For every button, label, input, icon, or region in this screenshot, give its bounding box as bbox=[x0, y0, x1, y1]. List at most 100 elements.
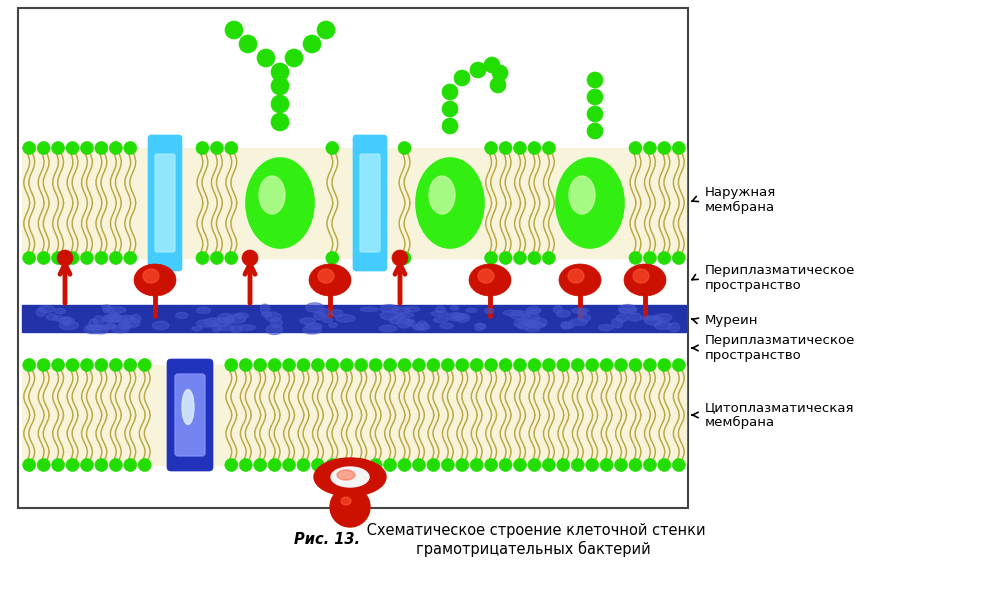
Circle shape bbox=[124, 458, 137, 471]
Ellipse shape bbox=[474, 323, 484, 330]
Ellipse shape bbox=[305, 323, 321, 329]
Ellipse shape bbox=[104, 315, 121, 323]
FancyBboxPatch shape bbox=[175, 374, 205, 456]
Ellipse shape bbox=[175, 313, 188, 318]
Circle shape bbox=[257, 49, 275, 67]
Ellipse shape bbox=[331, 467, 369, 487]
Ellipse shape bbox=[322, 318, 332, 323]
Circle shape bbox=[66, 252, 79, 264]
Circle shape bbox=[80, 359, 93, 371]
Ellipse shape bbox=[227, 314, 246, 323]
Circle shape bbox=[225, 458, 238, 471]
Circle shape bbox=[57, 250, 73, 266]
Circle shape bbox=[124, 141, 137, 154]
Circle shape bbox=[225, 141, 238, 154]
Text: Наружная
мембрана: Наружная мембрана bbox=[705, 186, 776, 214]
Ellipse shape bbox=[341, 497, 351, 505]
Circle shape bbox=[138, 359, 151, 371]
Circle shape bbox=[303, 35, 321, 53]
Ellipse shape bbox=[197, 307, 210, 313]
Ellipse shape bbox=[59, 321, 78, 330]
Circle shape bbox=[109, 458, 122, 471]
Circle shape bbox=[587, 106, 603, 122]
Ellipse shape bbox=[504, 310, 523, 316]
Circle shape bbox=[658, 359, 671, 371]
Circle shape bbox=[615, 359, 628, 371]
Circle shape bbox=[528, 252, 541, 264]
Text: Цитоплазматическая
мембрана: Цитоплазматическая мембрана bbox=[705, 401, 855, 429]
Circle shape bbox=[484, 141, 497, 154]
Ellipse shape bbox=[102, 315, 119, 323]
Circle shape bbox=[37, 458, 50, 471]
Ellipse shape bbox=[123, 318, 140, 327]
Text: Муреин: Муреин bbox=[705, 313, 759, 326]
Circle shape bbox=[499, 458, 513, 471]
Ellipse shape bbox=[331, 310, 343, 316]
Circle shape bbox=[492, 65, 508, 81]
Ellipse shape bbox=[152, 321, 169, 330]
Ellipse shape bbox=[103, 307, 114, 313]
Ellipse shape bbox=[299, 318, 315, 324]
Ellipse shape bbox=[522, 313, 540, 321]
FancyBboxPatch shape bbox=[167, 359, 213, 471]
Ellipse shape bbox=[134, 264, 176, 296]
Circle shape bbox=[514, 141, 527, 154]
Ellipse shape bbox=[143, 269, 159, 283]
Ellipse shape bbox=[478, 269, 494, 283]
Circle shape bbox=[587, 72, 603, 88]
Circle shape bbox=[210, 141, 223, 154]
Circle shape bbox=[271, 63, 289, 81]
Ellipse shape bbox=[469, 264, 511, 296]
Ellipse shape bbox=[404, 307, 419, 312]
Circle shape bbox=[23, 458, 36, 471]
Circle shape bbox=[124, 359, 137, 371]
Circle shape bbox=[317, 21, 335, 39]
Ellipse shape bbox=[270, 318, 282, 327]
Ellipse shape bbox=[89, 319, 98, 329]
Text: Схематическое строение клеточной стенки
грамотрицательных бактерий: Схематическое строение клеточной стенки … bbox=[362, 523, 706, 557]
Ellipse shape bbox=[612, 318, 623, 328]
Circle shape bbox=[196, 141, 209, 154]
Circle shape bbox=[442, 101, 458, 117]
Ellipse shape bbox=[450, 305, 458, 310]
Ellipse shape bbox=[261, 312, 271, 316]
Circle shape bbox=[37, 252, 50, 264]
Circle shape bbox=[528, 359, 541, 371]
Ellipse shape bbox=[329, 323, 337, 327]
Circle shape bbox=[392, 250, 408, 266]
Ellipse shape bbox=[235, 313, 248, 318]
Ellipse shape bbox=[527, 309, 541, 313]
Ellipse shape bbox=[58, 318, 74, 324]
Ellipse shape bbox=[578, 314, 591, 321]
Ellipse shape bbox=[110, 314, 121, 322]
Ellipse shape bbox=[93, 316, 104, 326]
Circle shape bbox=[239, 458, 252, 471]
Ellipse shape bbox=[617, 315, 628, 322]
Circle shape bbox=[658, 458, 671, 471]
Circle shape bbox=[499, 252, 513, 264]
Ellipse shape bbox=[314, 458, 386, 496]
Circle shape bbox=[629, 458, 642, 471]
Ellipse shape bbox=[531, 318, 547, 327]
Circle shape bbox=[23, 359, 36, 371]
Circle shape bbox=[225, 359, 238, 371]
Circle shape bbox=[311, 359, 324, 371]
Circle shape bbox=[271, 77, 289, 95]
Ellipse shape bbox=[554, 305, 563, 313]
Ellipse shape bbox=[260, 304, 269, 314]
Ellipse shape bbox=[218, 313, 234, 323]
Bar bbox=[22, 305, 686, 332]
Circle shape bbox=[239, 35, 257, 53]
Circle shape bbox=[253, 458, 266, 471]
Circle shape bbox=[23, 252, 36, 264]
Circle shape bbox=[587, 123, 603, 139]
Circle shape bbox=[587, 89, 603, 105]
Circle shape bbox=[354, 359, 367, 371]
Circle shape bbox=[644, 359, 657, 371]
Circle shape bbox=[52, 359, 65, 371]
Ellipse shape bbox=[230, 326, 242, 332]
Ellipse shape bbox=[214, 318, 228, 327]
Circle shape bbox=[644, 252, 657, 264]
Circle shape bbox=[210, 252, 223, 264]
Circle shape bbox=[514, 252, 527, 264]
